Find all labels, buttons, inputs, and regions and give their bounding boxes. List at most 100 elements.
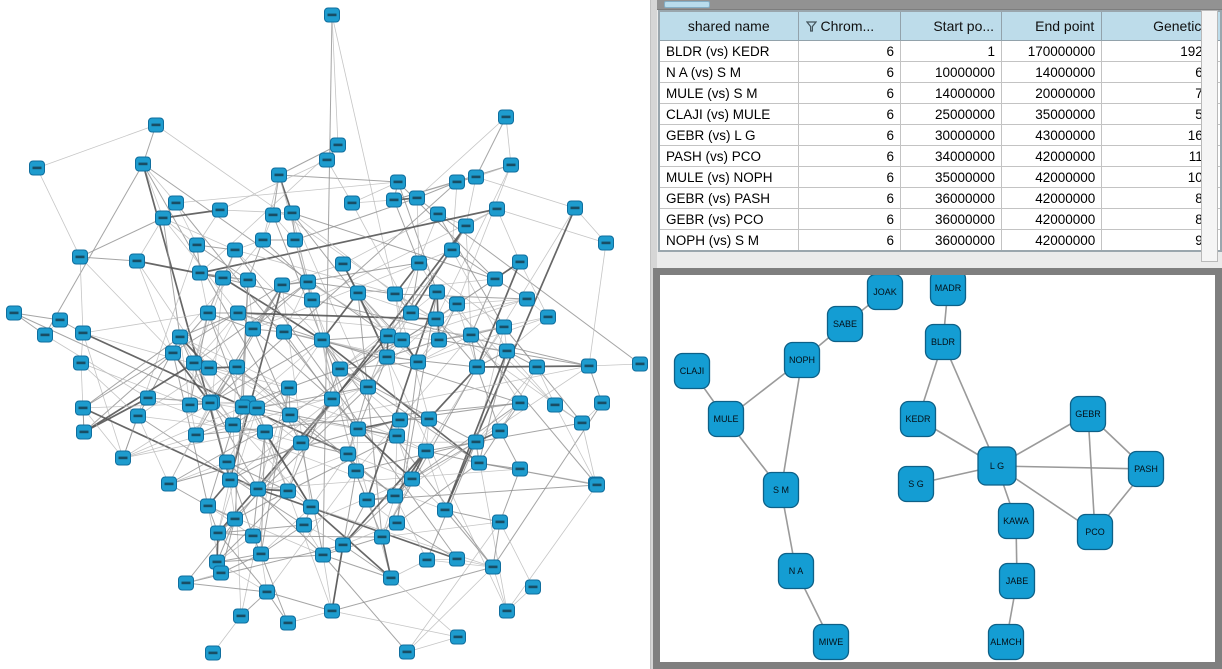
network-edge: [411, 402, 521, 480]
table-row[interactable]: CLAJI (vs) MULE625000000350000005.9: [658, 103, 1222, 125]
table-row[interactable]: GEBR (vs) L G6300000004300000016.9: [658, 124, 1222, 146]
network-edge: [339, 339, 403, 370]
network-edge: [394, 495, 428, 561]
network-edge: [82, 284, 283, 409]
network-edge: [36, 124, 157, 169]
column-header-start-po-[interactable]: Start po...: [900, 10, 1003, 41]
network-node-label: [466, 333, 476, 337]
network-node-claji[interactable]: [673, 352, 711, 390]
network-edge: [406, 521, 501, 653]
table-row[interactable]: GEBR (vs) PASH636000000420000008.9: [658, 187, 1222, 209]
table-row[interactable]: MULE (vs) S M614000000200000007.5: [658, 82, 1222, 104]
network-node-label: CLAJI: [680, 366, 705, 376]
network-node-label: [406, 311, 416, 315]
table-row[interactable]: N A (vs) S M610000000140000006.6: [658, 61, 1222, 83]
network-node-label: [258, 238, 268, 242]
network-edge: [401, 298, 528, 341]
network-edge: [444, 509, 501, 523]
network-node-label: [9, 311, 19, 315]
network-edge: [168, 461, 228, 485]
network-edge: [162, 217, 236, 251]
network-edge: [287, 368, 341, 492]
network-node-label: [277, 283, 287, 287]
table-row[interactable]: MULE (vs) NOPH6350000004200000010.5: [658, 166, 1222, 188]
network-node-label: [490, 277, 500, 281]
attribute-table-header: shared name Chrom... Start po... End point G…: [658, 10, 1222, 41]
network-node-jabe[interactable]: [998, 562, 1036, 600]
network-edge: [996, 465, 1147, 470]
table-row[interactable]: NOPH (vs) S M636000000420000009.9: [658, 229, 1222, 252]
network-edge: [283, 281, 309, 333]
table-row[interactable]: GEBR (vs) PCO636000000420000008.4: [658, 208, 1222, 230]
network-node-pash[interactable]: [1127, 450, 1165, 488]
network-node-noph[interactable]: [783, 341, 821, 379]
network-edge: [456, 303, 521, 404]
network-edge: [226, 407, 258, 463]
edge-attribute-table-panel: shared name Chrom... Start po... End point G…: [657, 0, 1222, 268]
network-edge: [287, 442, 302, 492]
network-node-kedr[interactable]: [899, 400, 937, 438]
large-network-canvas[interactable]: [0, 0, 650, 669]
network-node-almch[interactable]: [987, 623, 1025, 661]
network-edge: [386, 356, 401, 421]
network-node-label: [203, 504, 213, 508]
network-node-n-a[interactable]: [777, 552, 815, 590]
cell-value: 6: [797, 208, 902, 230]
network-edge: [207, 312, 244, 408]
network-node-label: [233, 311, 243, 315]
network-edge: [322, 554, 392, 579]
table-row[interactable]: BLDR (vs) KEDR 6 1 170000000 192.0: [658, 40, 1222, 62]
network-edge: [80, 362, 191, 406]
network-edge: [291, 212, 496, 280]
network-node-bldr[interactable]: [924, 323, 962, 361]
network-node-label: KEDR: [905, 414, 931, 424]
network-edge: [478, 462, 598, 486]
network-edge: [554, 404, 598, 486]
network-node-label: N A: [789, 566, 804, 576]
network-node-joak[interactable]: [866, 275, 904, 311]
network-node-label: [506, 163, 516, 167]
network-node-label: [285, 413, 295, 417]
network-node-s-m[interactable]: [762, 471, 800, 509]
network-node-label: GEBR: [1075, 409, 1101, 419]
network-node-miwe[interactable]: [812, 623, 850, 661]
network-node-s-g[interactable]: [897, 465, 935, 503]
network-node-label: MADR: [935, 283, 962, 293]
column-header-chrom-[interactable]: Chrom...: [797, 10, 902, 41]
network-node-label: [248, 327, 258, 331]
network-edge: [310, 453, 349, 508]
network-node-mule[interactable]: [707, 400, 745, 438]
network-edge: [147, 397, 211, 404]
network-edge: [416, 197, 420, 264]
horizontal-scrollbar[interactable]: [657, 0, 1222, 10]
network-node-madr[interactable]: [929, 275, 967, 307]
network-edge: [237, 312, 472, 336]
network-node-gebr[interactable]: [1069, 395, 1107, 433]
network-node-label: [413, 360, 423, 364]
cell-value: 36000000: [900, 208, 1003, 230]
network-edge: [122, 365, 590, 459]
network-node-kawa[interactable]: [997, 502, 1035, 540]
vertical-scrollbar[interactable]: [1201, 10, 1218, 262]
network-node-label: [212, 560, 222, 564]
cell-value: 35000000: [900, 166, 1003, 188]
network-node-label: PASH: [1134, 464, 1158, 474]
network-node-sabe[interactable]: [826, 305, 864, 343]
network-node-label: [502, 349, 512, 353]
column-header-shared-name[interactable]: shared name: [658, 10, 799, 41]
network-node-pco[interactable]: [1076, 513, 1114, 551]
network-edge: [195, 402, 521, 436]
network-node-label: [195, 271, 205, 275]
network-edge: [136, 260, 174, 354]
column-header-end-point[interactable]: End point: [1001, 10, 1103, 41]
network-node-l-g[interactable]: [977, 446, 1017, 486]
network-edge: [229, 398, 333, 481]
network-edge: [79, 217, 164, 258]
filter-funnel-icon[interactable]: [805, 21, 817, 32]
horizontal-scrollbar-thumb[interactable]: [664, 1, 710, 8]
table-row[interactable]: PASH (vs) PCO6340000004200000011.4: [658, 145, 1222, 167]
network-edge: [179, 239, 264, 338]
small-network-canvas[interactable]: JOAK MADR SABE NOPH CLAJI MULE BLDR KEDR GEBR L G…: [660, 275, 1215, 662]
network-node-label: [283, 489, 293, 493]
